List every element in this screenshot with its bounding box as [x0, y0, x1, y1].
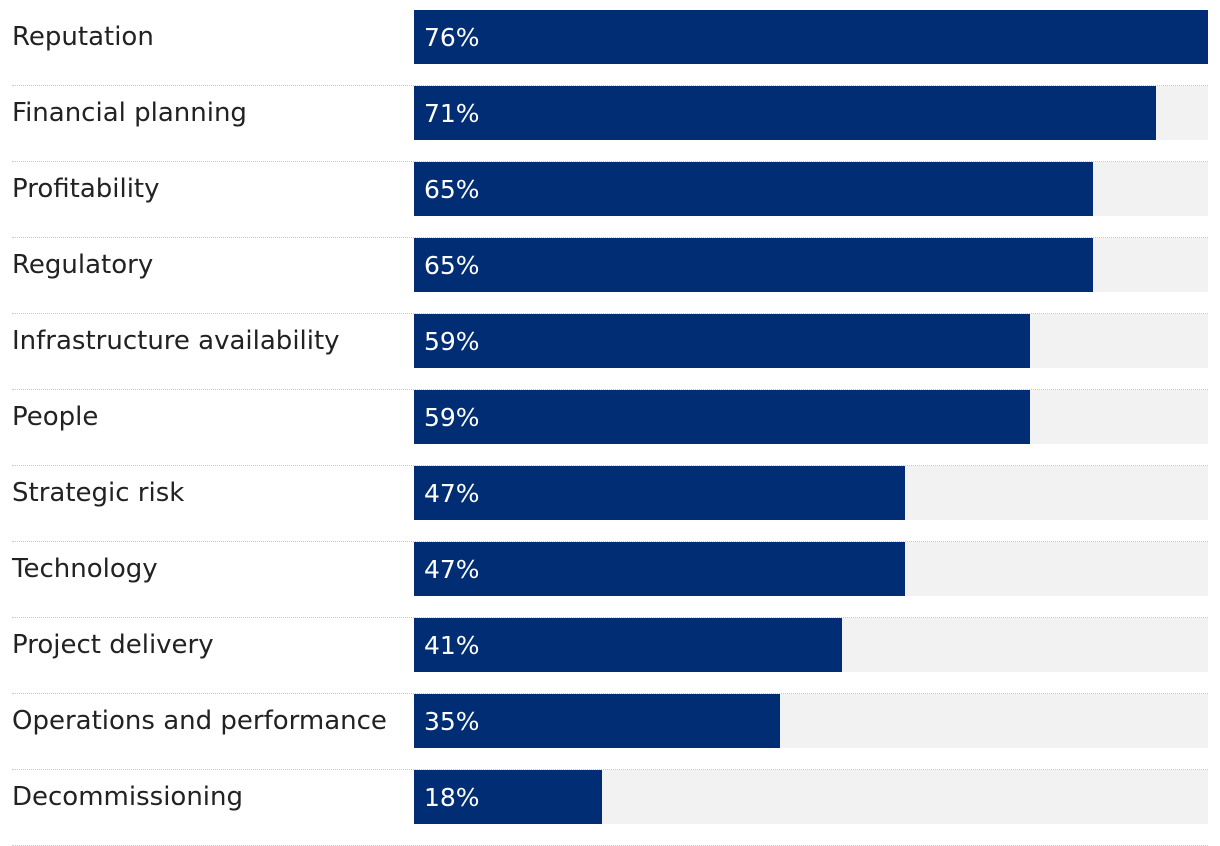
bar-row-technology: Technology 47% [0, 542, 1220, 618]
bar-track: 35% [414, 694, 1208, 748]
bar-row-operations-and-performance: Operations and performance 35% [0, 694, 1220, 770]
bar-row-project-delivery: Project delivery 41% [0, 618, 1220, 694]
value-label: 76% [424, 23, 480, 52]
row-divider [12, 85, 1208, 86]
bar-row-people: People 59% [0, 390, 1220, 466]
category-label: People [12, 402, 99, 432]
value-label: 65% [424, 175, 480, 204]
value-label: 59% [424, 327, 480, 356]
bar-people: 59% [414, 390, 1030, 444]
row-divider [12, 161, 1208, 162]
category-label: Profitability [12, 174, 160, 204]
bar-track: 18% [414, 770, 1208, 824]
category-label: Project delivery [12, 630, 214, 660]
category-label: Technology [12, 554, 158, 584]
bar-financial-planning: 71% [414, 86, 1156, 140]
row-divider [12, 693, 1208, 694]
value-label: 59% [424, 403, 480, 432]
row-divider [12, 237, 1208, 238]
bar-regulatory: 65% [414, 238, 1093, 292]
bar-track: 47% [414, 542, 1208, 596]
category-label: Decommissioning [12, 782, 244, 812]
value-label: 18% [424, 783, 480, 812]
bar-track: 47% [414, 466, 1208, 520]
row-divider [12, 617, 1208, 618]
bar-operations-and-performance: 35% [414, 694, 780, 748]
bar-row-regulatory: Regulatory 65% [0, 238, 1220, 314]
bar-project-delivery: 41% [414, 618, 842, 672]
category-label: Operations and performance [12, 706, 387, 736]
value-label: 41% [424, 631, 480, 660]
bar-row-financial-planning: Financial planning 71% [0, 86, 1220, 162]
row-divider [12, 389, 1208, 390]
bar-row-strategic-risk: Strategic risk 47% [0, 466, 1220, 542]
category-label: Infrastructure availability [12, 326, 340, 356]
bar-row-infrastructure-availability: Infrastructure availability 59% [0, 314, 1220, 390]
bar-track: 65% [414, 162, 1208, 216]
category-label: Financial planning [12, 98, 247, 128]
category-label: Reputation [12, 22, 154, 52]
bar-technology: 47% [414, 542, 905, 596]
value-label: 35% [424, 707, 480, 736]
bar-strategic-risk: 47% [414, 466, 905, 520]
category-label: Strategic risk [12, 478, 185, 508]
bar-track: 76% [414, 10, 1208, 64]
bar-reputation: 76% [414, 10, 1208, 64]
bar-track: 59% [414, 390, 1208, 444]
bar-row-reputation: Reputation 76% [0, 10, 1220, 86]
bar-track: 41% [414, 618, 1208, 672]
row-divider [12, 465, 1208, 466]
bar-track: 71% [414, 86, 1208, 140]
row-divider [12, 769, 1208, 770]
bar-row-profitability: Profitability 65% [0, 162, 1220, 238]
bar-track: 59% [414, 314, 1208, 368]
bar-track: 65% [414, 238, 1208, 292]
row-divider [12, 313, 1208, 314]
row-divider [12, 541, 1208, 542]
value-label: 47% [424, 555, 480, 584]
value-label: 47% [424, 479, 480, 508]
bar-infrastructure-availability: 59% [414, 314, 1030, 368]
category-label: Regulatory [12, 250, 154, 280]
value-label: 71% [424, 99, 480, 128]
bar-profitability: 65% [414, 162, 1093, 216]
bar-decommissioning: 18% [414, 770, 602, 824]
bar-row-decommissioning: Decommissioning 18% [0, 770, 1220, 846]
value-label: 65% [424, 251, 480, 280]
